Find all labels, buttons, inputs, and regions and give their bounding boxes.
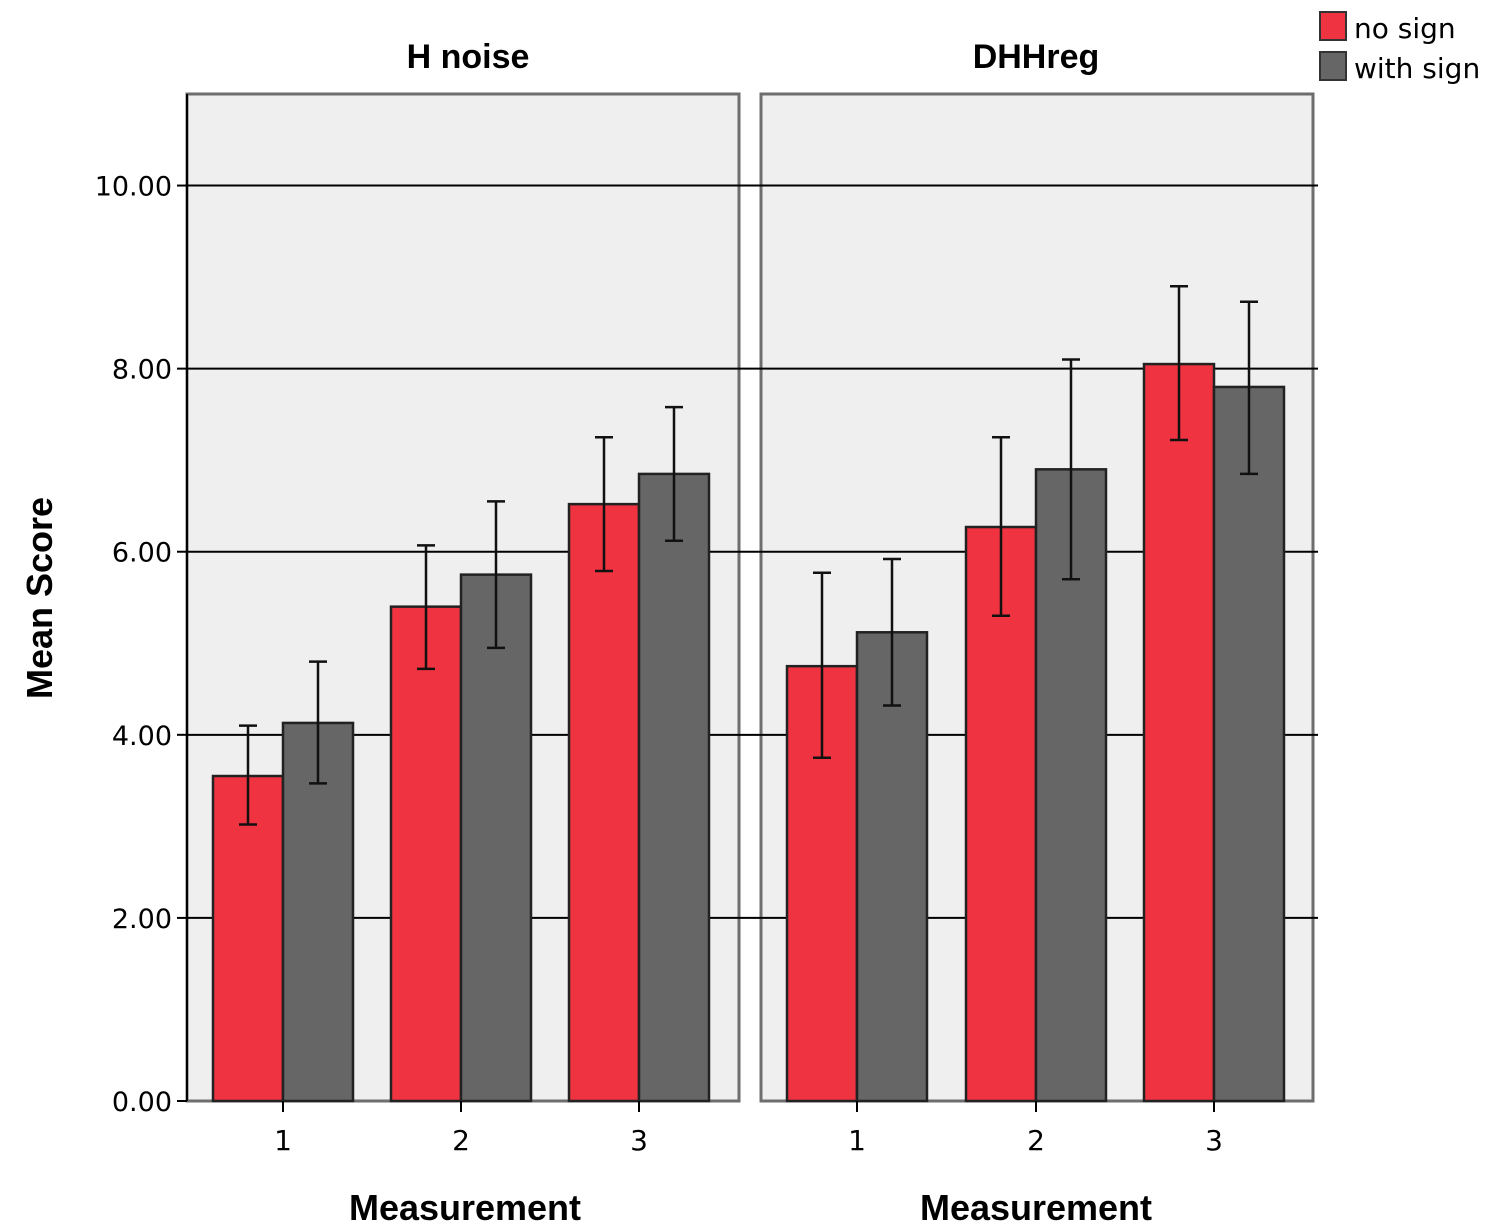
bar [1212,385,1286,1103]
bar [964,525,1038,1103]
panel-title: DHHreg [973,38,1100,76]
x-tick-label: 3 [1205,1124,1223,1157]
x-tick-label: 1 [274,1124,292,1157]
x-ticks: 1 2 3 1 2 3 [274,1101,1223,1157]
bar [389,605,463,1103]
panel-bars [211,405,711,1103]
panel-title: H noise [407,38,530,76]
x-tick-label: 2 [1027,1124,1045,1157]
panel-bars [785,284,1286,1103]
x-tick-label: 3 [630,1124,648,1157]
x-tick-label: 2 [452,1124,470,1157]
gridlines [187,184,1318,919]
y-tick-label: 2.00 [112,904,172,935]
x-tick-label: 1 [848,1124,866,1157]
bar [459,573,533,1103]
bar [281,721,355,1103]
legend-label-no-sign: no sign [1354,12,1456,45]
bars [211,284,1286,1103]
y-axis-title: Mean Score [19,497,60,699]
y-ticks: 0.00 2.00 4.00 6.00 8.00 10.00 [95,172,187,1118]
legend-swatch-with-sign [1319,51,1347,81]
bar [855,631,929,1103]
y-tick-label: 4.00 [112,721,172,752]
bar [567,502,641,1103]
x-axis-title: Measurement [920,1187,1152,1227]
bar [1142,362,1216,1103]
y-tick-label: 0.00 [112,1087,172,1118]
y-tick-label: 8.00 [112,355,172,386]
y-tick-label: 10.00 [95,172,172,203]
legend-label-with-sign: with sign [1354,52,1480,85]
legend-swatch-no-sign [1319,11,1347,41]
bar [637,472,711,1103]
y-tick-label: 6.00 [112,538,172,569]
x-axis-title: Measurement [349,1187,581,1227]
legend: no sign with sign [1319,11,1480,85]
